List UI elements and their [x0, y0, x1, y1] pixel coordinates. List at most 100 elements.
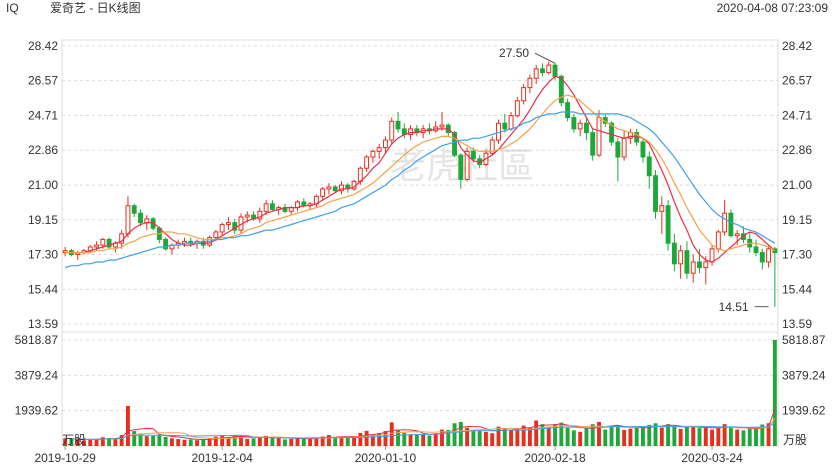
volume-bar	[553, 424, 557, 446]
candle-body	[138, 212, 143, 224]
candle-body	[533, 68, 539, 79]
candle-body	[244, 214, 250, 218]
volume-bar	[672, 426, 677, 446]
candle-body	[766, 248, 772, 263]
candle-body	[100, 238, 106, 246]
candle-body	[269, 203, 275, 210]
volume-bar	[484, 431, 488, 446]
volume-bar	[301, 438, 306, 446]
annotation-label: 27.50	[499, 46, 529, 60]
volume-bar	[251, 438, 256, 446]
timestamp: 2020-04-08 07:23:09	[716, 1, 828, 15]
price-tick-label: 15.44	[782, 282, 812, 296]
volume-bar	[571, 430, 576, 446]
candle-body	[502, 122, 508, 130]
x-tick-label: 2020-01-10	[355, 451, 417, 465]
volume-bar	[377, 433, 382, 446]
volume-bar	[728, 427, 733, 446]
volume-bar	[333, 437, 338, 446]
volume-bar	[232, 434, 237, 446]
candle-body	[558, 75, 564, 104]
candle-body	[565, 102, 571, 119]
volume-bar	[239, 436, 243, 446]
volume-bar	[276, 438, 281, 446]
volume-bar	[345, 437, 350, 446]
price-tick-label: 17.30	[782, 247, 812, 261]
volume-bar	[94, 438, 99, 446]
volume-bar	[546, 426, 551, 446]
volume-tick-label: 1939.62	[782, 404, 826, 418]
plot-frame	[61, 39, 779, 447]
volume-bar	[257, 437, 262, 446]
volume-bar	[339, 436, 344, 446]
volume-bars	[63, 340, 777, 446]
volume-bar	[747, 428, 752, 446]
volume-bar	[408, 434, 413, 446]
x-axis: 2019-10-29 2019-12-04 2020-01-10 2020-02-18…	[34, 446, 743, 465]
candle-body	[690, 261, 696, 274]
candle-body	[408, 128, 414, 135]
price-tick-label: 13.59	[782, 317, 812, 331]
volume-unit-right: 万股	[783, 433, 807, 447]
candle-body	[225, 222, 231, 225]
volume-bar	[615, 425, 620, 446]
candle-body	[458, 154, 464, 180]
volume-bar	[597, 421, 601, 446]
candle-body	[213, 231, 219, 239]
volume-bar	[534, 420, 539, 446]
ma-mid-line	[65, 94, 776, 254]
candle-body	[715, 231, 721, 250]
volume-bar	[270, 437, 275, 446]
ma-short-line	[65, 75, 776, 263]
candle-body	[326, 186, 332, 190]
volume-bar	[138, 434, 143, 446]
ticker-symbol: IQ	[6, 1, 19, 15]
candle-body	[514, 100, 520, 117]
price-axis-right: 28.42 26.57 24.71 22.86 21.00 19.15 17.30 15.44…	[782, 39, 826, 418]
candle-body	[583, 122, 589, 134]
price-tick-label: 28.42	[28, 39, 58, 53]
price-tick-label: 22.86	[28, 143, 58, 157]
volume-bar	[370, 434, 375, 446]
volume-bar	[195, 440, 199, 446]
volume-tick-label: 5818.87	[782, 333, 826, 347]
price-tick-label: 17.30	[28, 247, 58, 261]
candle-body	[753, 246, 759, 254]
volume-bar	[754, 427, 758, 446]
price-tick-label: 24.71	[28, 109, 58, 123]
candle-body	[339, 184, 344, 192]
volume-bar	[515, 428, 520, 446]
candle-body	[163, 238, 169, 250]
candle-body	[508, 115, 514, 130]
volume-bar	[389, 422, 394, 446]
volume-bar	[176, 439, 181, 446]
candle-body	[653, 175, 658, 212]
volume-bar	[641, 426, 645, 446]
volume-tick-label: 3879.24	[15, 368, 59, 382]
candle-body	[332, 186, 338, 192]
candle-body	[640, 141, 646, 158]
volume-bar	[226, 437, 231, 446]
annotations: 27.50 14.51	[499, 46, 769, 314]
volume-bar	[157, 434, 162, 446]
volume-bar	[144, 436, 149, 446]
volume-bar	[691, 426, 696, 446]
volume-bar	[653, 423, 658, 446]
candle-body	[370, 150, 376, 158]
candle-body	[219, 223, 225, 233]
candle-body	[665, 205, 671, 244]
volume-bar	[358, 432, 363, 446]
candle-body	[684, 250, 690, 274]
price-axis-left: 28.42 26.57 24.71 22.86 21.00 19.15 17.30 15.44…	[15, 39, 59, 418]
volume-bar	[716, 427, 721, 446]
volume-bar	[465, 427, 470, 446]
volume-bar	[584, 427, 589, 446]
price-tick-label: 15.44	[28, 282, 58, 296]
volume-bar	[308, 439, 313, 446]
volume-bar	[490, 433, 495, 446]
volume-bar	[609, 425, 614, 446]
candle-body	[590, 132, 596, 156]
candle-body	[106, 238, 112, 248]
candle-body	[709, 248, 715, 263]
volume-bar	[735, 429, 740, 446]
